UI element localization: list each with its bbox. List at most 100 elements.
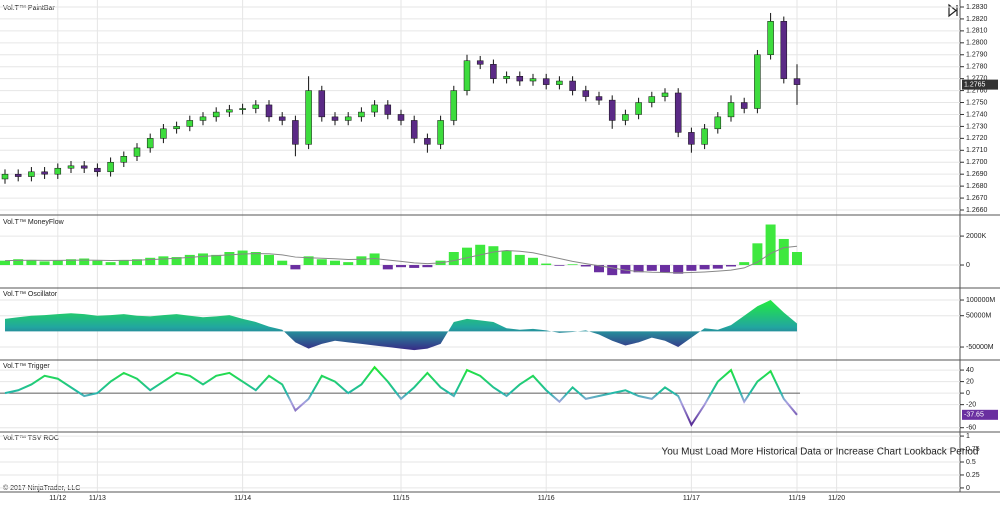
candle-body — [239, 108, 246, 110]
candle-body — [265, 104, 273, 118]
histogram-bar — [488, 246, 499, 266]
y-tick-label: 1.2810 — [966, 28, 988, 35]
histogram-bar — [686, 265, 697, 271]
histogram-bar — [739, 262, 750, 266]
histogram-bar — [409, 265, 420, 268]
histogram-bar — [607, 265, 618, 276]
histogram-bar — [264, 254, 274, 266]
y-tick-label: 1.2670 — [966, 195, 988, 202]
y-tick-label: 1.2780 — [966, 64, 988, 71]
x-tick-label: 11/12 — [49, 495, 66, 502]
y-tick-label: 1.2790 — [966, 52, 988, 59]
histogram-bar — [132, 259, 142, 266]
x-tick-label: 11/16 — [538, 495, 555, 502]
histogram-bar — [343, 262, 354, 266]
histogram-bar — [792, 252, 802, 266]
panel-title: Vol.T™ Trigger — [3, 363, 50, 370]
histogram-bar — [567, 264, 578, 266]
last-value-label: 1.2765 — [964, 81, 986, 88]
histogram-bar — [580, 265, 591, 267]
candle-body — [529, 78, 537, 82]
candle-body — [595, 96, 603, 101]
candle-body — [463, 60, 471, 91]
candle-body — [94, 167, 101, 173]
candle-body — [331, 116, 339, 121]
candle-body — [67, 165, 75, 169]
candle-body — [278, 116, 286, 121]
histogram-bar — [171, 257, 182, 266]
candle-body — [688, 132, 695, 145]
last-value-tag — [962, 409, 998, 420]
candle-body — [120, 156, 128, 163]
candle-body — [780, 21, 788, 79]
candle-body — [622, 114, 629, 121]
histogram-bar — [224, 252, 235, 266]
candle-body — [358, 111, 365, 118]
candle-body — [754, 54, 761, 109]
y-tick-label: 1.2740 — [966, 111, 988, 118]
candle-body — [437, 120, 444, 145]
histogram-bar — [594, 265, 604, 273]
y-tick-label: -60 — [966, 425, 976, 432]
histogram-bar — [541, 263, 552, 266]
candle-body — [28, 171, 35, 177]
candle-body — [727, 102, 735, 118]
candle-body — [556, 80, 563, 85]
x-tick-label: 11/20 — [828, 495, 845, 502]
candle-body — [80, 165, 88, 169]
candle-body — [186, 120, 194, 127]
histogram-bar — [198, 253, 208, 266]
y-tick-label: -50000M — [966, 344, 994, 351]
histogram-bar — [316, 259, 327, 266]
candle-body — [371, 104, 378, 113]
histogram-bar — [765, 224, 776, 266]
candle-body — [516, 76, 524, 82]
candle-body — [569, 80, 576, 91]
histogram-bar — [726, 265, 736, 267]
candle-body — [226, 109, 233, 113]
histogram-bar — [250, 252, 261, 266]
candle-body — [503, 76, 510, 79]
candle-body — [740, 102, 748, 109]
candle-body — [252, 104, 260, 109]
histogram-bar — [118, 259, 129, 266]
panel-title: Vol.T™ PaintBar — [3, 5, 55, 12]
candle-body — [701, 128, 708, 145]
histogram-bar — [356, 256, 367, 266]
y-tick-label: 1.2730 — [966, 123, 988, 130]
candle-body — [133, 147, 141, 157]
candle-body — [41, 171, 48, 175]
candle-body — [674, 92, 682, 133]
y-tick-label: 0.5 — [966, 459, 976, 466]
x-tick-label: 11/17 — [683, 495, 700, 502]
y-tick-label: 0.25 — [966, 472, 980, 479]
histogram-bar — [448, 252, 459, 266]
histogram-bar — [158, 256, 169, 266]
y-tick-label: 50000M — [966, 313, 991, 320]
y-tick-label: 1.2700 — [966, 159, 988, 166]
histogram-bar — [66, 259, 76, 266]
histogram-bar — [620, 265, 631, 274]
y-tick-label: -20 — [966, 401, 976, 408]
candle-body — [14, 173, 22, 177]
y-tick-label: 1.2710 — [966, 147, 988, 154]
histogram-bar — [501, 250, 512, 266]
y-tick-label: 1 — [966, 433, 970, 440]
signal-line — [4, 245, 798, 274]
candle-body — [54, 167, 62, 175]
candle-body — [424, 138, 431, 145]
candle-body — [344, 116, 352, 121]
candle-body — [793, 78, 801, 85]
y-tick-label: 1.2830 — [966, 4, 988, 11]
histogram-bar — [0, 260, 10, 266]
histogram-bar — [290, 265, 301, 270]
y-tick-label: 0 — [966, 390, 970, 397]
y-tick-label: 1.2720 — [966, 135, 988, 142]
histogram-bar — [712, 265, 723, 269]
histogram-bar — [382, 265, 393, 270]
histogram-bar — [528, 257, 538, 266]
candle-body — [199, 116, 207, 121]
histogram-bar — [778, 238, 789, 266]
histogram-bar — [673, 265, 684, 274]
